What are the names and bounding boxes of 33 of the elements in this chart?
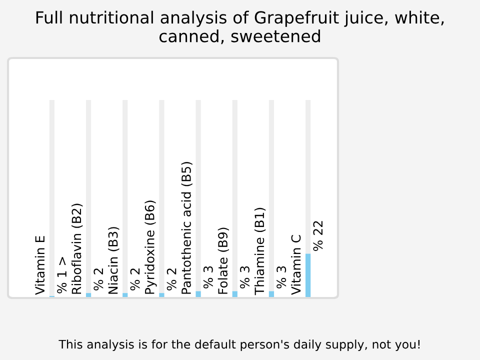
x-tick-label: Pantothenic acid (B5) [181, 162, 192, 294]
data-label: % 3 [240, 266, 250, 288]
bar [49, 100, 55, 296]
chart-title: Full nutritional analysis of Grapefruit juice, white, canned, sweetened [36, 10, 444, 44]
bar [159, 100, 164, 294]
data-label: % 2 [166, 268, 176, 290]
data-label: % 2 [94, 268, 104, 290]
bar [268, 291, 274, 297]
bar [86, 100, 92, 294]
bar [268, 100, 274, 292]
x-tick-label: Pyridoxine (B6) [144, 200, 157, 294]
bar [232, 100, 238, 292]
bar [196, 100, 201, 292]
bar [159, 293, 164, 297]
data-label: % 2 [130, 268, 140, 290]
bar [305, 100, 311, 254]
x-tick-label: Folate (B9) [218, 228, 229, 294]
data-label: % 3 [203, 266, 213, 288]
x-tick-label: Thiamine (B1) [254, 208, 266, 296]
bar [122, 293, 128, 297]
data-label: % 3 [276, 266, 286, 288]
bar [232, 291, 238, 297]
x-tick-label: Vitamin E [34, 236, 45, 295]
data-label: % 22 [313, 221, 323, 251]
bar [305, 254, 311, 297]
x-tick-label: Niacin (B3) [108, 227, 120, 294]
bar [122, 100, 128, 294]
x-tick-label: Riboflavin (B2) [72, 204, 83, 294]
bar [196, 291, 201, 297]
bar [86, 293, 92, 297]
data-label: % 1 > [57, 257, 67, 294]
text: This analysis is for the default person's daily supply, not you! [58, 340, 420, 351]
x-tick-label: Vitamin C [291, 235, 301, 295]
